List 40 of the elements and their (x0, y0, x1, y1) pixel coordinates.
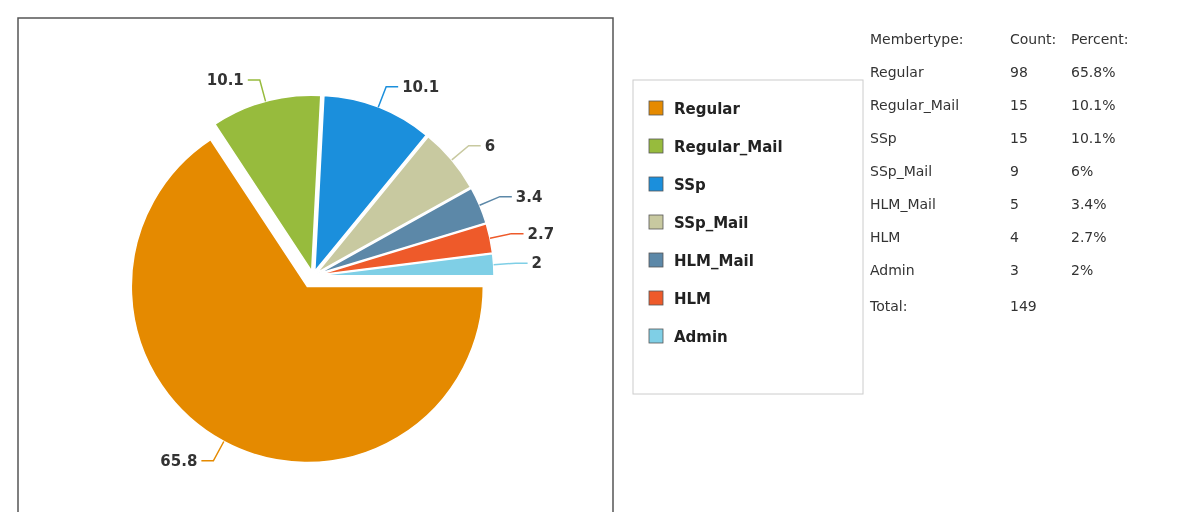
data-label: 65.8 (160, 451, 198, 470)
text: HLM (870, 229, 901, 245)
data-label: 2.7 (527, 224, 555, 243)
text: 2% (1071, 262, 1094, 278)
text: 15 (1010, 130, 1028, 146)
data-label: 6 (484, 136, 496, 155)
legend-label: HLM (674, 290, 712, 308)
text: Admin (870, 262, 915, 278)
text: 65.8% (1071, 64, 1116, 80)
text: 15 (1010, 97, 1028, 113)
legend-label: SSp (674, 176, 706, 194)
data-label: 10.1 (206, 71, 244, 90)
text: 149 (1010, 298, 1037, 314)
text: 3.4% (1071, 196, 1107, 212)
text: HLM_Mail (870, 196, 936, 212)
text: 4 (1010, 229, 1019, 245)
text: Count: (1010, 31, 1057, 47)
text: 98 (1010, 64, 1028, 80)
legend-label: HLM_Mail (674, 252, 754, 270)
text: SSp_Mail (870, 163, 933, 179)
data-label: 3.4 (515, 187, 543, 206)
text: Total: (869, 298, 908, 314)
text: Regular (870, 64, 924, 80)
legend-label: Admin (674, 328, 728, 346)
text: 3 (1010, 262, 1019, 278)
text: Regular_Mail (870, 97, 960, 113)
text: Percent: (1071, 31, 1129, 47)
text: SSp (870, 130, 897, 146)
text: 2.7% (1071, 229, 1107, 245)
data-label: 10.1 (402, 77, 440, 96)
text: 5 (1010, 196, 1019, 212)
legend-label: Regular_Mail (674, 138, 783, 156)
text: Membertype: (870, 31, 964, 47)
text: 10.1% (1071, 130, 1116, 146)
text: 10.1% (1071, 97, 1116, 113)
legend-label: SSp_Mail (674, 214, 749, 232)
text: 9 (1010, 163, 1019, 179)
data-label: 2 (531, 254, 543, 273)
legend-label: Regular (674, 100, 741, 118)
text: 6% (1071, 163, 1094, 179)
